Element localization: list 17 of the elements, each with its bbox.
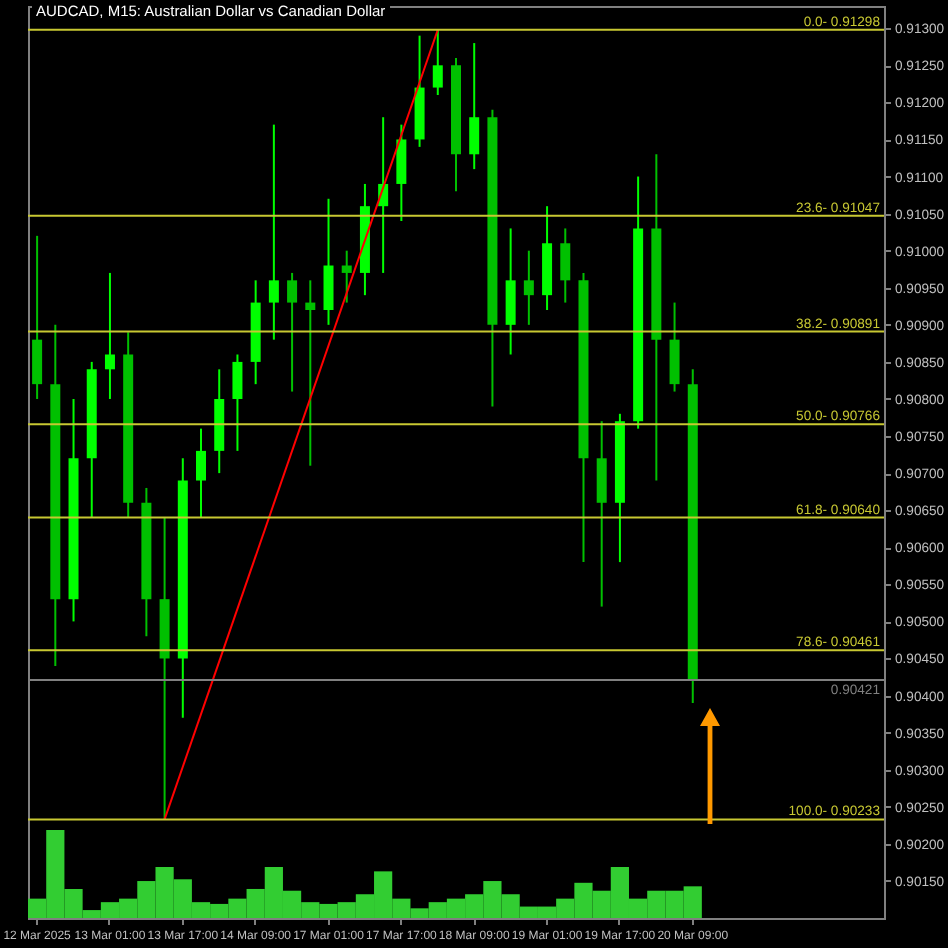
candlestick (596, 420, 607, 608)
candlestick (196, 427, 207, 519)
candlestick (104, 271, 115, 400)
candlestick (523, 249, 534, 326)
candlestick (396, 123, 407, 223)
candlestick (469, 42, 480, 171)
candlestick (669, 301, 680, 393)
candlestick (232, 353, 243, 452)
candlestick (305, 279, 316, 467)
candlestick (505, 227, 516, 356)
candlestick (287, 271, 298, 393)
candlestick (432, 28, 443, 96)
candlestick (323, 197, 334, 326)
candlestick (268, 123, 279, 341)
candlestick (341, 249, 352, 304)
candlestick (560, 227, 571, 304)
candlestick (32, 234, 43, 400)
